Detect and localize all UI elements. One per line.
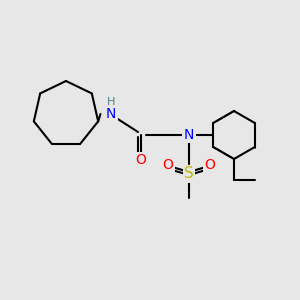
Text: O: O <box>136 154 146 167</box>
Text: O: O <box>205 158 215 172</box>
Text: N: N <box>106 107 116 121</box>
Text: H: H <box>107 97 115 107</box>
Text: S: S <box>184 167 194 182</box>
Text: N: N <box>184 128 194 142</box>
Text: O: O <box>163 158 173 172</box>
